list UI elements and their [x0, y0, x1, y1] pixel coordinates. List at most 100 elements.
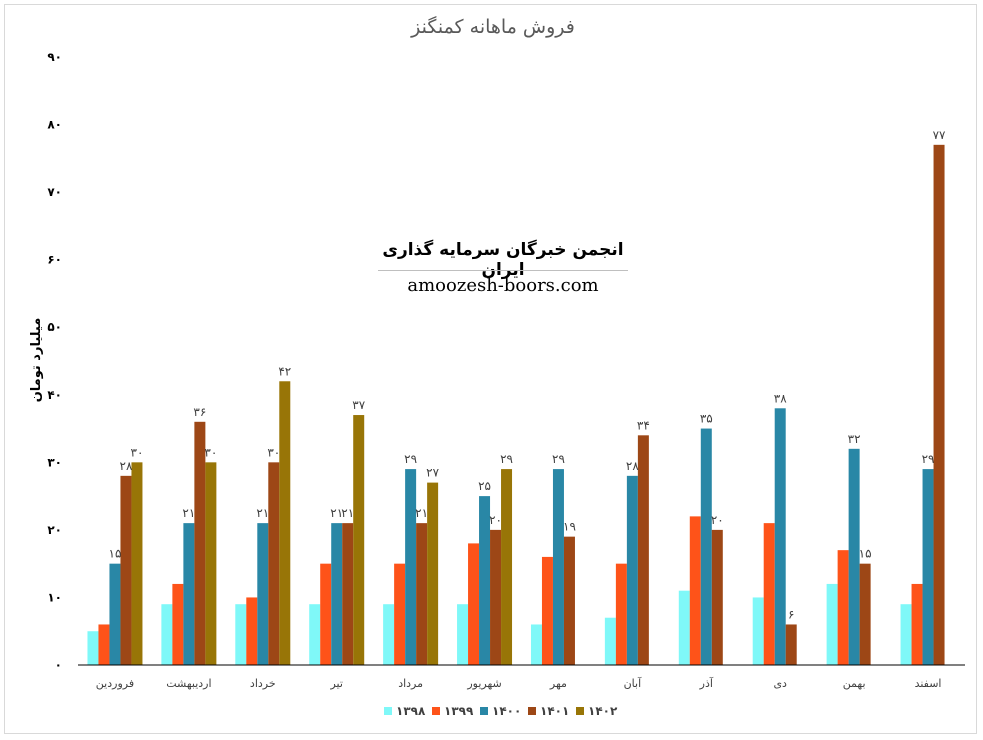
- bar: [457, 604, 469, 665]
- bar: [530, 624, 542, 665]
- x-tick-label: آبان: [624, 676, 642, 690]
- bar: [353, 415, 365, 665]
- bar: [615, 563, 627, 665]
- data-label: ۳۸: [774, 391, 787, 405]
- bar: [235, 604, 247, 665]
- watermark-title: انجمن خبرگان سرمایه گذاری ایران: [382, 240, 624, 280]
- y-tick-label: ۴۰: [47, 388, 62, 402]
- data-label: ۱۵: [859, 547, 872, 561]
- bar: [933, 144, 945, 666]
- data-label: ۲۱: [341, 506, 354, 520]
- y-tick-label: ۹۰: [47, 50, 62, 64]
- data-label: ۲۸: [626, 459, 639, 473]
- bar: [490, 529, 502, 665]
- bar: [837, 550, 849, 665]
- x-tick-label: فروردین: [96, 677, 134, 690]
- y-tick-label: ۳۰: [47, 455, 62, 469]
- watermark: انجمن خبرگان سرمایه گذاری ایران amoozesh…: [378, 230, 628, 302]
- data-label: ۲۰: [489, 513, 502, 527]
- bar: [826, 583, 838, 665]
- bar: [501, 469, 513, 665]
- x-tick-label: اردیبهشت: [166, 677, 211, 690]
- y-tick-label: ۷۰: [47, 185, 62, 199]
- legend-label: ۱۴۰۰: [492, 704, 521, 718]
- data-label: ۲۱: [415, 506, 428, 520]
- data-label: ۷۷: [933, 128, 946, 142]
- bar: [394, 563, 406, 665]
- bar: [637, 435, 649, 665]
- x-tick-label: مهر: [549, 677, 567, 690]
- bar: [109, 563, 121, 665]
- x-tick-label: خرداد: [250, 677, 276, 690]
- bar: [479, 496, 491, 665]
- x-tick-label: شهریور: [466, 677, 501, 690]
- bar: [922, 469, 934, 665]
- legend-label: ۱۳۹۸: [396, 704, 426, 718]
- bar: [405, 469, 417, 665]
- y-tick-label: ۱۰: [47, 590, 62, 604]
- data-label: ۳۶: [193, 405, 206, 419]
- data-label: ۳۰: [204, 445, 217, 459]
- bar: [331, 523, 343, 665]
- data-label: ۱۵: [109, 547, 122, 561]
- bar: [194, 421, 206, 665]
- bar: [541, 556, 553, 665]
- bar: [383, 604, 395, 665]
- chart-title: فروش ماهانه کمنگنز: [410, 15, 575, 38]
- bar: [911, 583, 923, 665]
- x-tick-label: مرداد: [398, 677, 423, 690]
- bar: [205, 462, 217, 665]
- y-axis-ticks: ۰ ۱۰ ۲۰ ۳۰ ۴۰ ۵۰ ۶۰ ۷۰ ۸۰ ۹۰: [47, 50, 62, 672]
- bar: [900, 604, 912, 665]
- bar: [604, 617, 616, 665]
- y-tick-label: ۸۰: [47, 118, 62, 132]
- x-tick-label: تیر: [329, 677, 342, 690]
- legend-label: ۱۴۰۲: [588, 704, 618, 718]
- bars-group: [87, 144, 945, 666]
- bar: [774, 408, 786, 665]
- y-tick-label: ۶۰: [47, 253, 62, 267]
- legend-swatch: [576, 707, 584, 715]
- data-label: ۳۵: [700, 412, 713, 426]
- data-label: ۲۷: [426, 466, 439, 480]
- bar: [626, 475, 638, 665]
- x-tick-label: آذر: [699, 676, 714, 690]
- bar: [563, 536, 575, 665]
- data-label: ۲۱: [256, 506, 269, 520]
- bar: [131, 462, 143, 665]
- bar: [87, 631, 99, 665]
- bar: [320, 563, 332, 665]
- y-axis-label: میلیارد تومان: [29, 318, 44, 403]
- x-tick-label: دی: [773, 677, 787, 690]
- x-tick-label: بهمن: [843, 677, 866, 690]
- bar: [309, 604, 321, 665]
- bar: [257, 523, 269, 665]
- data-label: ۳۴: [637, 418, 650, 432]
- data-label: ۲۵: [478, 479, 491, 493]
- y-tick-label: ۲۰: [47, 523, 62, 537]
- data-label: ۳۰: [267, 445, 280, 459]
- data-label: ۳۰: [131, 445, 144, 459]
- bar: [468, 543, 480, 665]
- watermark-divider: [378, 270, 628, 271]
- data-label: ۲۹: [404, 452, 417, 466]
- legend-swatch: [432, 707, 440, 715]
- bar: [120, 475, 132, 665]
- bar: [859, 563, 871, 665]
- data-label: ۳۲: [848, 432, 861, 446]
- bar: [161, 604, 173, 665]
- legend-swatch: [384, 707, 392, 715]
- bar: [416, 523, 428, 665]
- data-label: ۲۱: [330, 506, 343, 520]
- data-label: ۶: [788, 607, 794, 621]
- bar: [427, 482, 439, 665]
- x-tick-label: اسفند: [915, 677, 942, 690]
- y-tick-label: ۰: [55, 658, 62, 672]
- bar: [700, 428, 712, 665]
- bar: [172, 583, 184, 665]
- legend-label: ۱۳۹۹: [444, 704, 474, 718]
- bar: [711, 529, 723, 665]
- data-label: ۲۱: [182, 506, 195, 520]
- bar: [552, 469, 564, 665]
